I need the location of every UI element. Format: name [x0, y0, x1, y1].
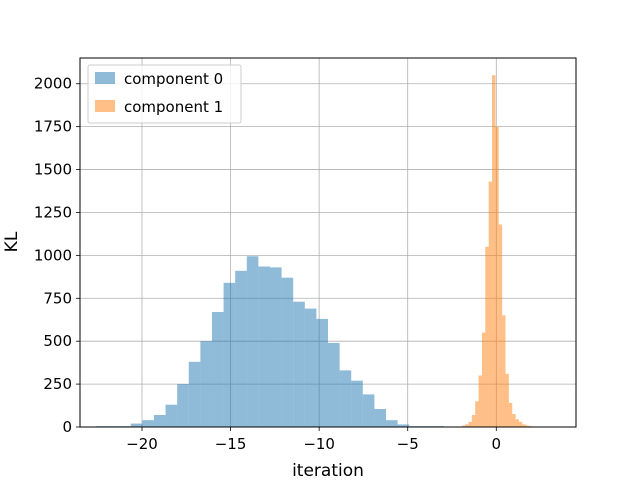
bar-component-1: [525, 425, 530, 427]
legend-label-component-1: component 1: [124, 98, 223, 116]
y-axis-label: KL: [2, 231, 22, 252]
legend: component 0 component 1: [87, 64, 242, 124]
x-axis-ticks: −20 −15 −10 −5 0: [126, 427, 501, 453]
bar-component-0: [200, 341, 212, 427]
bar-component-1: [518, 421, 523, 427]
bar-component-0: [223, 282, 236, 427]
bar-component-1: [468, 421, 472, 427]
plot-frame: [79, 57, 577, 428]
bar-component-1: [495, 126, 499, 428]
bar-component-0: [351, 380, 363, 427]
y-tick-label: 500: [43, 332, 72, 350]
bar-component-0: [386, 420, 398, 427]
x-axis-label: iteration: [292, 461, 364, 480]
bar-component-1: [471, 414, 476, 427]
bar-component-0: [362, 394, 375, 427]
bar-component-1: [502, 315, 506, 427]
bar-component-0: [304, 308, 317, 427]
bar-component-1: [505, 373, 509, 427]
bar-component-0: [339, 370, 352, 427]
bar-component-0: [188, 361, 201, 427]
x-tick-label: 0: [492, 435, 502, 453]
bar-component-1: [478, 375, 482, 427]
bar-component-1: [465, 424, 469, 427]
bar-component-0: [211, 312, 224, 427]
y-tick-label: 1250: [34, 203, 72, 221]
legend-swatch-component-1: [95, 100, 115, 112]
y-axis-ticks: 0 250 500 750 1000 1250 1500 1750 2000: [34, 75, 80, 436]
bar-component-0: [281, 277, 294, 427]
bar-component-0: [153, 414, 166, 427]
bar-component-0: [293, 301, 305, 427]
bar-component-1: [475, 401, 479, 427]
bar-component-1: [515, 419, 519, 427]
bar-component-0: [177, 384, 189, 427]
bar-component-1: [492, 75, 496, 428]
y-tick-label: 250: [43, 375, 72, 393]
bar-component-0: [142, 420, 154, 427]
bar-component-0: [235, 270, 247, 427]
y-tick-label: 1750: [34, 118, 72, 136]
bar-component-1: [498, 224, 503, 427]
bar-component-1: [512, 414, 516, 427]
bar-component-1: [522, 424, 526, 427]
bar-component-1: [461, 425, 466, 427]
y-tick-label: 0: [62, 418, 72, 436]
bar-component-0: [165, 404, 178, 427]
bar-component-0: [328, 342, 340, 427]
y-tick-label: 1500: [34, 161, 72, 179]
bar-component-0: [374, 408, 387, 427]
y-tick-label: 750: [43, 289, 72, 307]
bar-component-0: [246, 256, 259, 427]
legend-swatch-component-0: [95, 72, 115, 84]
bar-component-1: [481, 332, 486, 427]
y-tick-label: 2000: [34, 75, 72, 93]
x-tick-label: −10: [303, 435, 335, 453]
legend-label-component-0: component 0: [124, 70, 223, 88]
bar-component-1: [508, 402, 513, 427]
x-tick-label: −15: [215, 435, 247, 453]
bar-component-1: [488, 181, 493, 427]
bar-component-0: [316, 318, 328, 427]
x-tick-label: −5: [397, 435, 419, 453]
histogram-bars: [95, 75, 540, 428]
bar-component-0: [397, 424, 410, 427]
bar-component-0: [258, 266, 270, 427]
bar-component-0: [130, 423, 143, 427]
legend-frame: [87, 64, 242, 124]
bar-component-1: [485, 246, 489, 427]
y-tick-label: 1000: [34, 246, 72, 264]
bar-component-0: [269, 267, 282, 427]
x-tick-label: −20: [126, 435, 158, 453]
